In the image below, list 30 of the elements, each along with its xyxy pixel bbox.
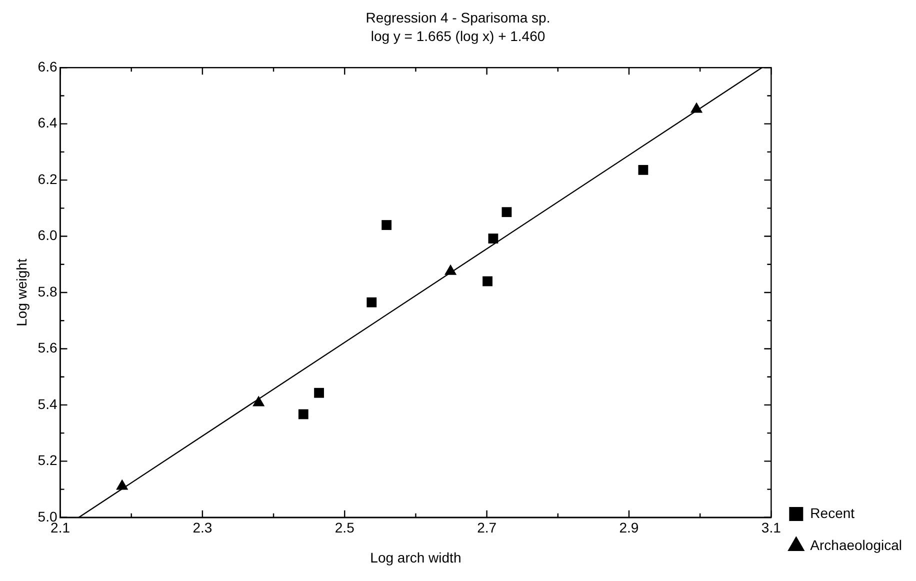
point <box>482 276 492 286</box>
point <box>298 409 308 420</box>
legend-label: Recent <box>810 504 855 521</box>
point <box>116 479 128 490</box>
y-tick-label: 6.4 <box>38 114 58 131</box>
point <box>314 388 324 398</box>
legend-label: Archaeological <box>810 536 902 553</box>
y-axis-title: Log weight <box>13 258 30 326</box>
x-tick-label: 2.5 <box>334 520 355 536</box>
point <box>252 396 265 406</box>
point <box>638 164 648 175</box>
point <box>366 297 377 308</box>
chart-title: Regression 4 - Sparisoma sp. <box>366 9 550 26</box>
y-tick-label: 5.0 <box>38 508 58 524</box>
y-tick-label: 6.2 <box>38 170 58 187</box>
point <box>382 220 392 230</box>
point <box>488 234 498 244</box>
y-tick-label: 5.2 <box>38 452 58 468</box>
y-tick-label: 5.8 <box>38 283 58 300</box>
x-tick-label: 3.1 <box>761 520 782 536</box>
y-tick-label: 5.4 <box>38 396 58 412</box>
y-tick-label: 6.6 <box>38 58 58 74</box>
x-tick-label: 2.9 <box>619 520 639 536</box>
y-tick-label: 6.0 <box>38 227 58 244</box>
chart-subtitle: log y = 1.665 (log x) + 1.460 <box>370 28 546 44</box>
y-tick-label: 5.6 <box>38 340 58 356</box>
x-tick-label: 2.3 <box>192 520 212 536</box>
x-axis-title: Log arch width <box>370 549 462 566</box>
point <box>502 207 512 218</box>
x-tick-label: 2.7 <box>477 520 497 536</box>
